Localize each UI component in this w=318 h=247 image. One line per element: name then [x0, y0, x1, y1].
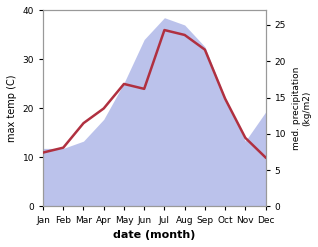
Y-axis label: max temp (C): max temp (C)	[7, 75, 17, 142]
Y-axis label: med. precipitation
(kg/m2): med. precipitation (kg/m2)	[292, 67, 311, 150]
X-axis label: date (month): date (month)	[113, 230, 196, 240]
